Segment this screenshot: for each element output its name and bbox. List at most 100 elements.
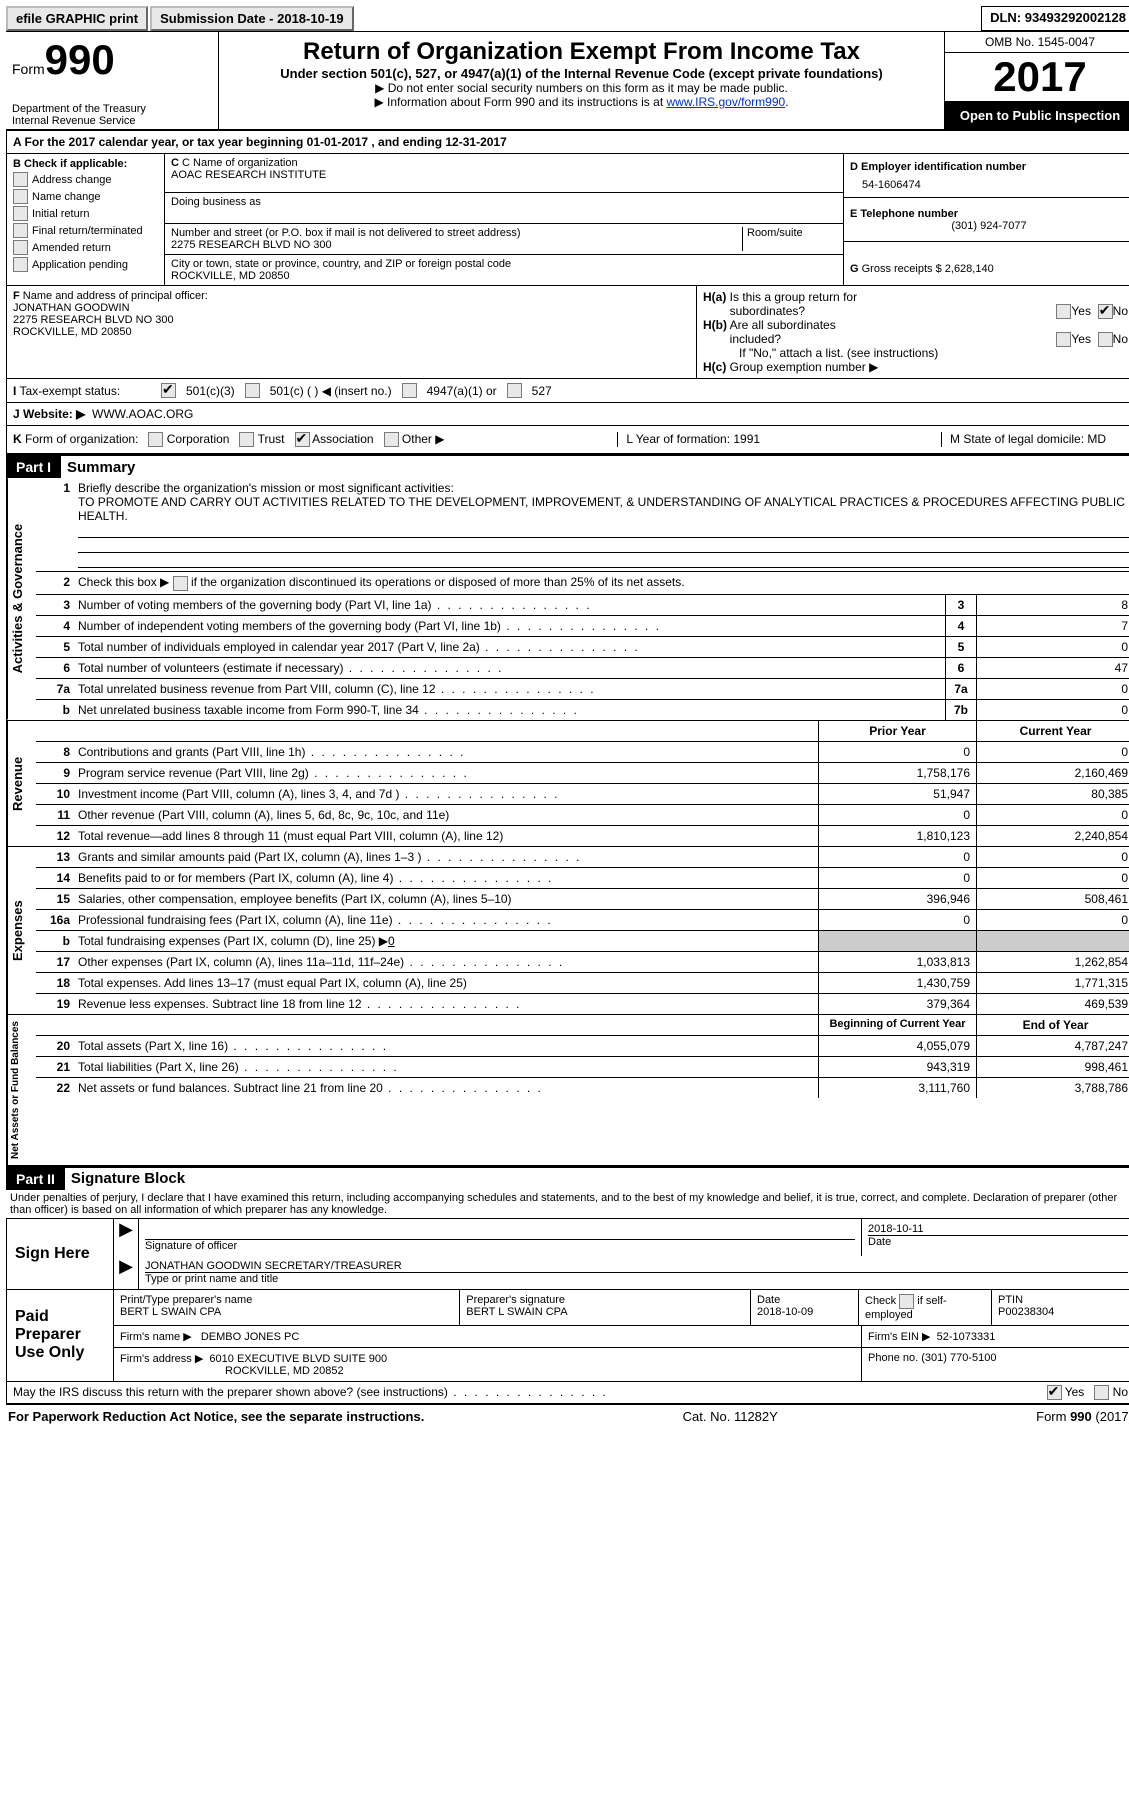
street-value: 2275 RESEARCH BLVD NO 300 [171, 239, 742, 251]
firm-name-label: Firm's name ▶ [120, 1331, 192, 1343]
ha-no[interactable] [1098, 304, 1113, 319]
form-990: 990 [45, 36, 115, 83]
sign-here-block: Sign Here ▶ Signature of officer 2018-10… [6, 1218, 1129, 1290]
header-right: OMB No. 1545-0047 2017 Open to Public In… [944, 32, 1129, 129]
check-name[interactable] [13, 189, 28, 204]
k-corp[interactable] [148, 432, 163, 447]
ha-yes[interactable] [1056, 304, 1071, 319]
hc-row: H(c) Group exemption number ▶ [703, 360, 1128, 374]
hb-no[interactable] [1098, 332, 1113, 347]
line8: 8Contributions and grants (Part VIII, li… [36, 741, 1129, 762]
discuss-checks: Yes No [952, 1382, 1129, 1403]
k-assoc[interactable] [295, 432, 310, 447]
line11-p: 0 [818, 805, 976, 825]
self-employed-cell: Check if self-employed [858, 1290, 991, 1325]
form-header: Form990 Department of the Treasury Inter… [6, 31, 1129, 130]
line16b: bTotal fundraising expenses (Part IX, co… [36, 930, 1129, 951]
line9-text: Program service revenue (Part VIII, line… [74, 763, 818, 783]
check-pending[interactable] [13, 257, 28, 272]
check-address[interactable] [13, 172, 28, 187]
activities-block: Activities & Governance 1 Briefly descri… [6, 478, 1129, 720]
line21-c: 998,461 [976, 1057, 1129, 1077]
arrow-icon: ▶ [114, 1219, 139, 1256]
form-number: Form990 [12, 36, 212, 84]
dba-label: Doing business as [171, 196, 837, 208]
officer-addr2: ROCKVILLE, MD 20850 [13, 326, 690, 338]
line16a-text: Professional fundraising fees (Part IX, … [74, 910, 818, 930]
prep-sig-label: Preparer's signature [466, 1294, 744, 1306]
line10: 10Investment income (Part VIII, column (… [36, 783, 1129, 804]
line1-value: TO PROMOTE AND CARRY OUT ACTIVITIES RELA… [78, 495, 1125, 523]
l-cell: L Year of formation: 1991 [617, 432, 768, 447]
row-i: I Tax-exempt status: 501(c)(3) 501(c) ( … [7, 378, 1129, 402]
k-other[interactable] [384, 432, 399, 447]
line18-text: Total expenses. Add lines 13–17 (must eq… [74, 973, 818, 993]
line9-c: 2,160,469 [976, 763, 1129, 783]
line7b-val: 0 [976, 700, 1129, 720]
efile-button[interactable]: efile GRAPHIC print [6, 6, 148, 31]
line19-p: 379,364 [818, 994, 976, 1014]
dba-cell: Doing business as [165, 193, 843, 224]
expenses-block: Expenses 13Grants and similar amounts pa… [6, 847, 1129, 1015]
hb-no-label: No [1113, 332, 1128, 346]
discuss-no-label: No [1113, 1385, 1128, 1399]
part2-header: Part II [6, 1168, 65, 1190]
h-cell: H(a) Is this a group return for subordin… [697, 286, 1129, 378]
prep-date-label: Date [757, 1294, 780, 1306]
current-year-header: Current Year [976, 721, 1129, 741]
line13: 13Grants and similar amounts paid (Part … [36, 847, 1129, 867]
b-label: B Check if applicable: [13, 158, 158, 170]
c-name-label: C C Name of organization [171, 157, 837, 169]
section-b: B Check if applicable: Address change Na… [7, 154, 1129, 285]
city-value: ROCKVILLE, MD 20850 [171, 270, 837, 282]
irs-link[interactable]: www.IRS.gov/form990 [666, 95, 785, 109]
i-527[interactable] [507, 383, 522, 398]
k-trust[interactable] [239, 432, 254, 447]
line14-c: 0 [976, 868, 1129, 888]
sig-date-cell: 2018-10-11 Date [861, 1219, 1129, 1256]
pra-notice: For Paperwork Reduction Act Notice, see … [8, 1409, 424, 1424]
check-initial[interactable] [13, 206, 28, 221]
line21-p: 943,319 [818, 1057, 976, 1077]
rev-header: Prior YearCurrent Year [36, 721, 1129, 741]
e-label: E Telephone number [850, 208, 1128, 220]
hb-yes[interactable] [1056, 332, 1071, 347]
i-527-label: 527 [532, 384, 552, 398]
line2-check[interactable] [173, 576, 188, 591]
i-4947[interactable] [402, 383, 417, 398]
officer-name: JONATHAN GOODWIN [13, 302, 690, 314]
ha-yes-label: Yes [1071, 304, 1091, 318]
discuss-no[interactable] [1094, 1385, 1109, 1400]
check-final[interactable] [13, 223, 28, 238]
line8-p: 0 [818, 742, 976, 762]
i-501c3[interactable] [161, 383, 176, 398]
line20-p: 4,055,079 [818, 1036, 976, 1056]
open-to-public: Open to Public Inspection [945, 102, 1129, 129]
discuss-row: May the IRS discuss this return with the… [6, 1382, 1129, 1404]
ptin-cell: PTIN P00238304 [991, 1290, 1129, 1325]
i-501c-label: 501(c) ( ) ◀ (insert no.) [270, 384, 392, 398]
submission-button[interactable]: Submission Date - 2018-10-19 [150, 6, 354, 31]
sig-date-label: Date [868, 1235, 1128, 1248]
self-employed-check[interactable] [899, 1294, 914, 1309]
line14-p: 0 [818, 868, 976, 888]
cat-no: Cat. No. 11282Y [683, 1409, 778, 1424]
part1-title: Summary [61, 459, 135, 476]
i-501c[interactable] [245, 383, 260, 398]
vlabel-activities: Activities & Governance [7, 478, 36, 719]
b-checks: B Check if applicable: Address change Na… [7, 154, 165, 285]
line12: 12Total revenue—add lines 8 through 11 (… [36, 825, 1129, 846]
discuss-yes[interactable] [1047, 1385, 1062, 1400]
line8-c: 0 [976, 742, 1129, 762]
line3-text: Number of voting members of the governin… [74, 595, 945, 615]
prep-name-label: Print/Type preparer's name [120, 1294, 453, 1306]
f-label: F Name and address of principal officer: [13, 290, 690, 302]
entity-section: A For the 2017 calendar year, or tax yea… [6, 130, 1129, 454]
line12-c: 2,240,854 [976, 826, 1129, 846]
line1: 1 Briefly describe the organization's mi… [36, 478, 1129, 571]
header-center: Return of Organization Exempt From Incom… [219, 32, 944, 129]
line17-text: Other expenses (Part IX, column (A), lin… [74, 952, 818, 972]
check-amended[interactable] [13, 240, 28, 255]
g-cell: G Gross receipts $ 2,628,140 [844, 242, 1129, 285]
line13-c: 0 [976, 847, 1129, 867]
